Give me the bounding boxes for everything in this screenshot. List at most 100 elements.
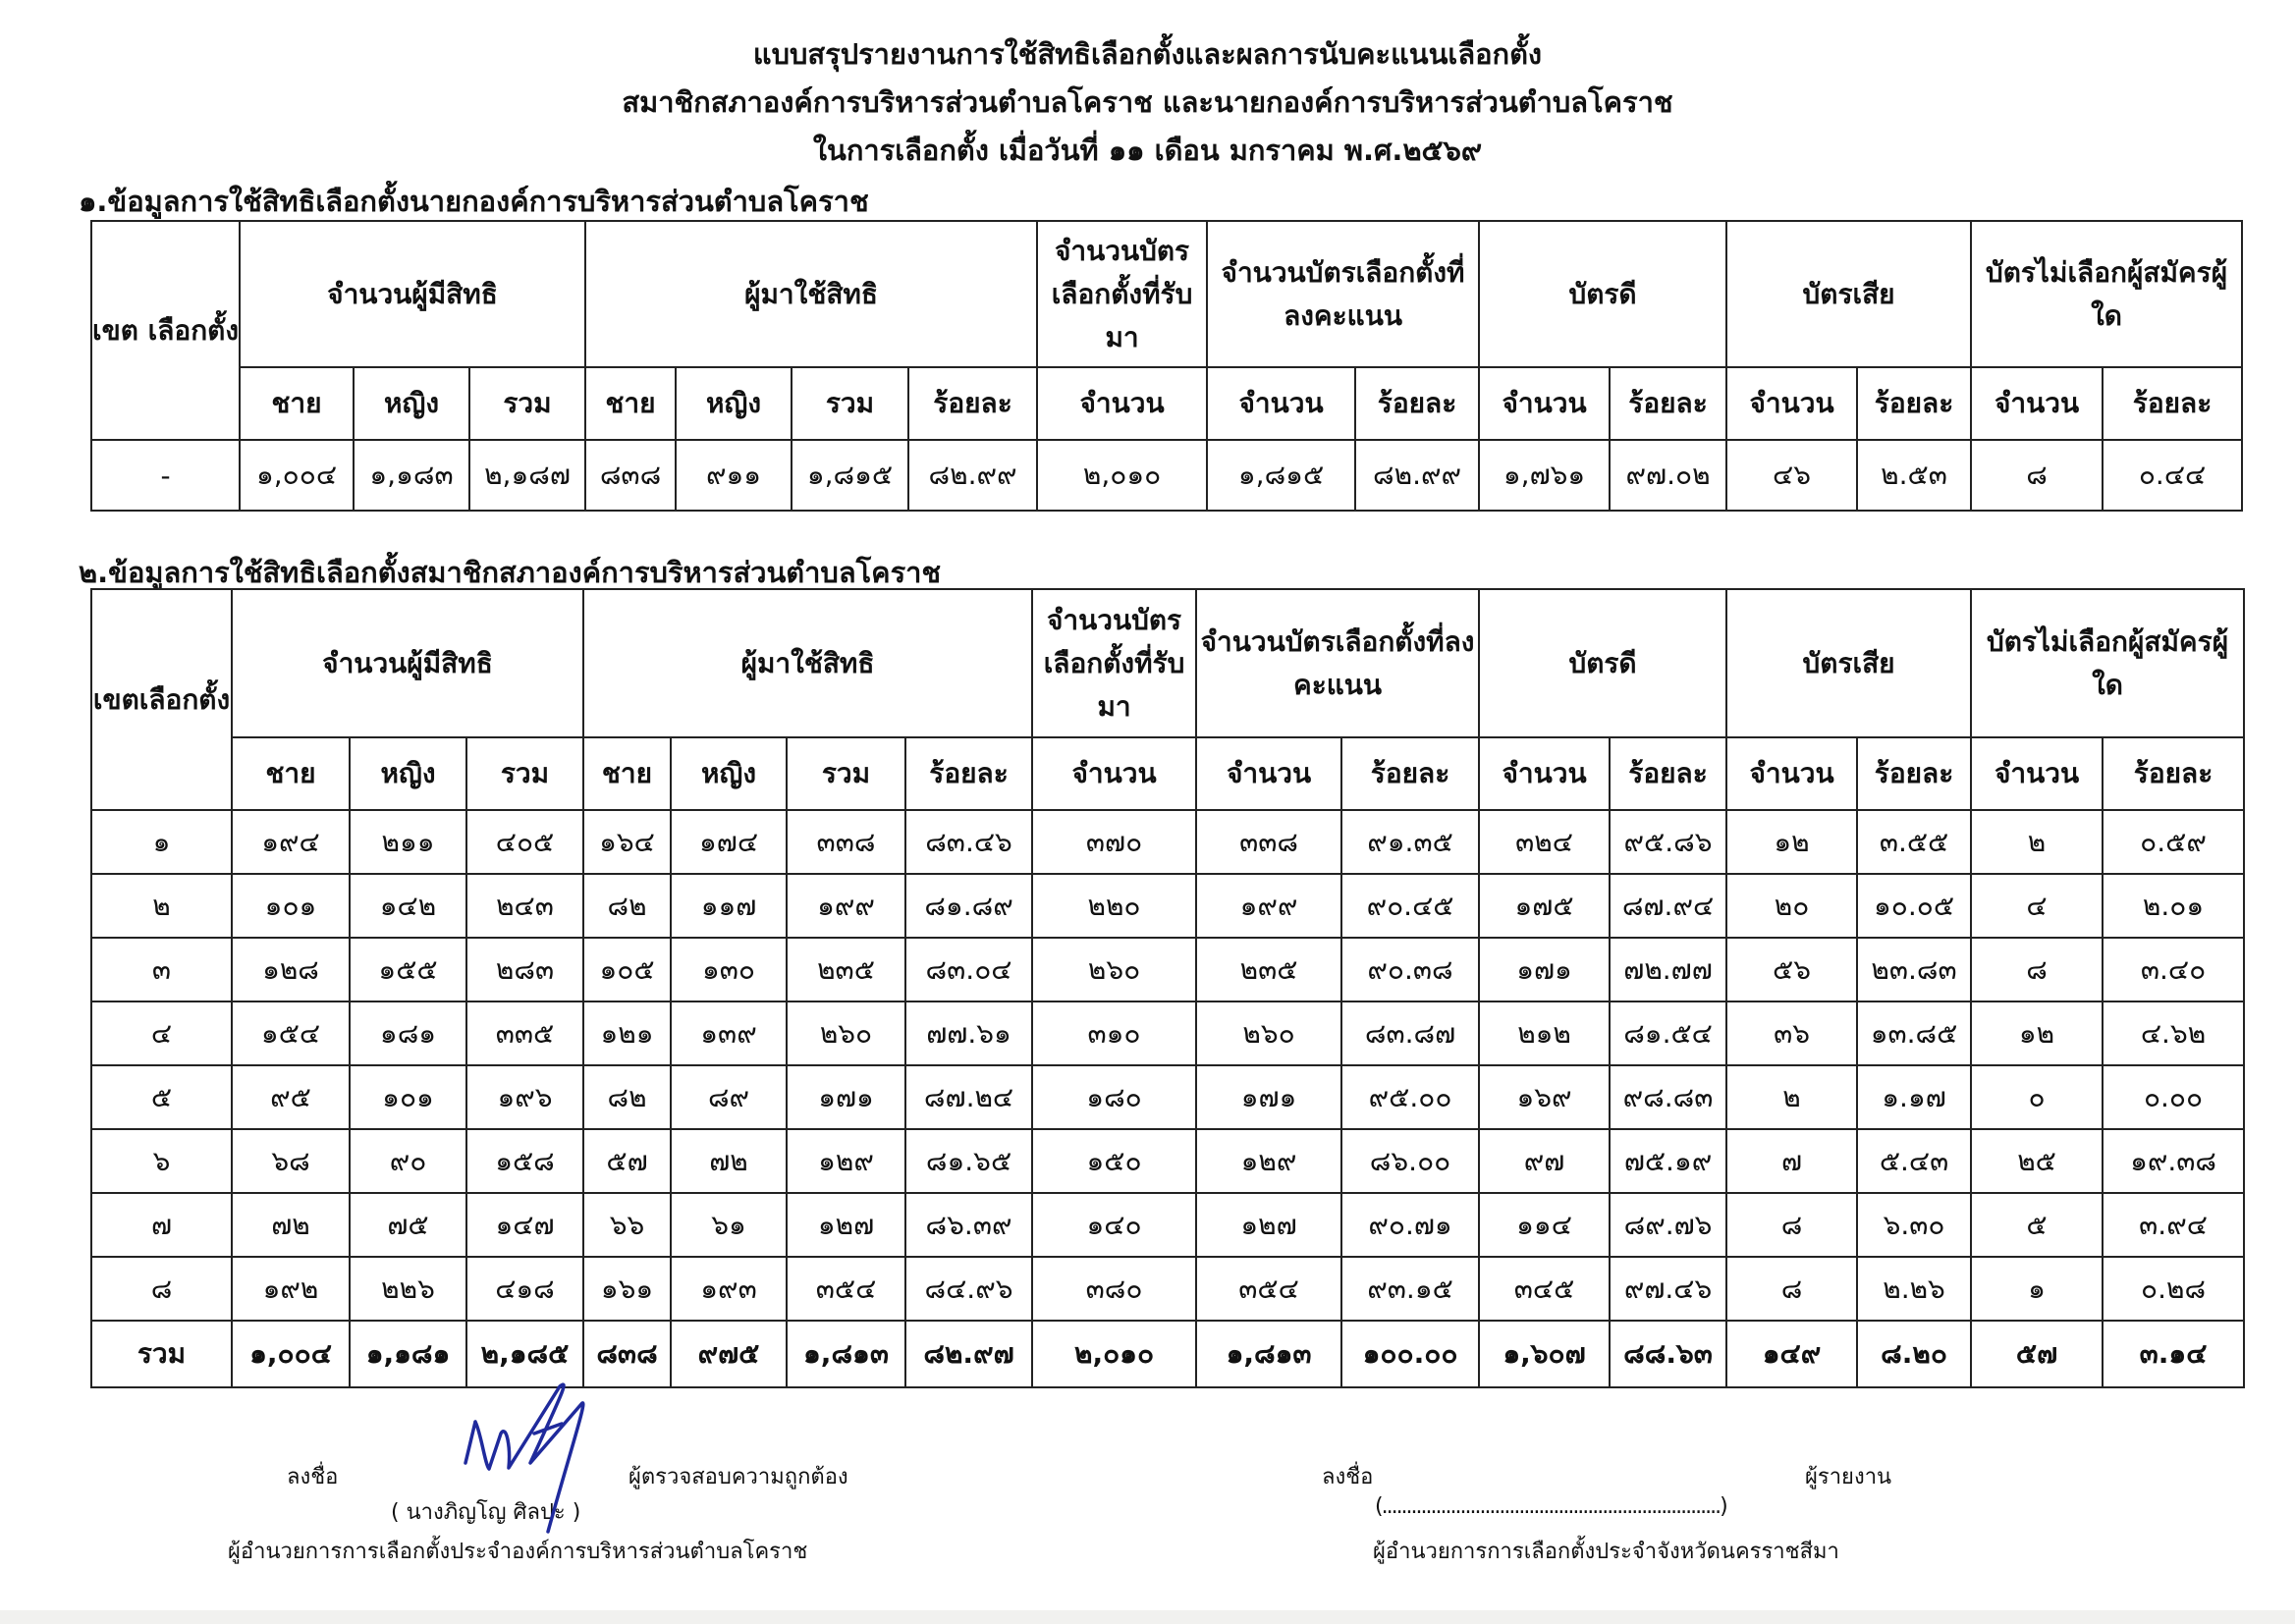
table-cell: ๒.๐๑: [2102, 873, 2246, 939]
column-subheader: จำนวน: [1031, 736, 1198, 811]
column-subheader: ร้อยละ: [1856, 736, 1973, 811]
total-label: รวม: [90, 1320, 233, 1388]
voters-header: ผู้มาใช้สิทธิ: [583, 220, 1039, 368]
table-row: ๖๖๘ ๙๐ ๑๕๘ ๕๗ ๗๒ ๑๒๙ ๘๑.๖๕ ๑๕๐ ๑๒๙ ๘๖.๐๐ ๙๗ ๗๕.๑๙๗๕…: [90, 1128, 2246, 1194]
table-cell: ๒๖๐: [1195, 1001, 1343, 1066]
total-cell: ๑๔๙: [1725, 1320, 1859, 1388]
table-cell: ๓๖: [1725, 1001, 1859, 1066]
table-cell: ๑๙๙: [1195, 873, 1343, 939]
table-cell: ๒๓๕: [1195, 937, 1343, 1002]
total-cell: ๑,๖๐๗: [1478, 1320, 1612, 1388]
table-cell: ๗: [1725, 1128, 1859, 1194]
table-cell: ๓๑๐: [1031, 1001, 1198, 1066]
right-role: ผู้รายงาน: [1805, 1465, 1892, 1489]
table-cell: ๘๒.๙๙: [906, 439, 1039, 512]
table-cell: ๘๒.๙๙: [1354, 439, 1481, 512]
table-row: ๘๑๙๒ ๒๒๖ ๔๑๘ ๑๖๑ ๑๙๓ ๓๕๔ ๘๔.๙๖ ๓๘๐ ๓๕๔ ๙๓.๑๕ ๓๔๕ ๙๗…: [90, 1256, 2246, 1322]
table-cell: ๒: [1725, 1064, 1859, 1130]
table-cell: ๑๗๕: [1478, 873, 1612, 939]
report-title: แบบสรุปรายงานการใช้สิทธิเลือกตั้งและผลกา…: [752, 37, 1543, 71]
table-cell: ๕: [1970, 1192, 2104, 1258]
table-cell: ๐.๐๐: [2102, 1064, 2246, 1130]
total-cell: ๕๗: [1970, 1320, 2104, 1388]
column-subheader: ร้อยละ: [2102, 736, 2246, 811]
table-cell: ๑๓๙: [670, 1001, 788, 1066]
table-cell: ๒๒๐: [1031, 873, 1198, 939]
good-ballots-header: บัตรดี: [1478, 588, 1728, 738]
received-header: จำนวนบัตรเลือกตั้งที่รับมา: [1031, 588, 1198, 738]
column-subheader: ร้อยละ: [1609, 736, 1728, 811]
table-cell: ๘๒: [582, 873, 672, 939]
total-cell: ๑,๘๑๓: [786, 1320, 906, 1388]
table-cell: ๘๓๘: [584, 439, 677, 512]
table-cell: ๘๖.๐๐: [1340, 1128, 1481, 1194]
column-subheader: หญิง: [675, 366, 792, 441]
table-cell: ๑๒: [1725, 809, 1859, 875]
table-cell: ๓.๙๔: [2102, 1192, 2246, 1258]
left-sign-label: ลงชื่อ: [287, 1465, 339, 1489]
table-cell: ๘๓.๔๖: [903, 809, 1034, 875]
left-role: ผู้ตรวจสอบความถูกต้อง: [628, 1465, 848, 1489]
column-subheader: จำนวน: [1036, 366, 1209, 441]
table-cell: ๘: [1725, 1192, 1859, 1258]
district-header: เขต เลือกตั้ง: [90, 220, 241, 441]
column-subheader: ร้อยละ: [1340, 736, 1481, 811]
table-cell: ๖๘: [231, 1128, 351, 1194]
column-subheader: หญิง: [353, 366, 470, 441]
table-cell: ๕๗: [582, 1128, 672, 1194]
table-cell: ๙๐.๔๕: [1340, 873, 1481, 939]
table-cell: ๘๓.๘๗: [1340, 1001, 1481, 1066]
table-cell: ๙๓.๑๕: [1340, 1256, 1481, 1322]
bad-ballots-header: บัตรเสีย: [1725, 588, 1973, 738]
total-cell: ๘๘.๖๓: [1609, 1320, 1728, 1388]
table-cell: ๑๑๔: [1478, 1192, 1612, 1258]
table-cell: ๑๒๙: [786, 1128, 906, 1194]
table-cell: ๑๒๗: [786, 1192, 906, 1258]
table-cell: ๑๖๙: [1478, 1064, 1612, 1130]
table-cell: ๑๙๙: [786, 873, 906, 939]
column-subheader: ชาย: [231, 736, 351, 811]
table-cell: ๘๗.๒๔: [903, 1064, 1034, 1130]
table-cell: ๘๙: [670, 1064, 788, 1130]
district-cell: ๓: [90, 937, 233, 1002]
table-cell: ๑๔๐: [1031, 1192, 1198, 1258]
table-cell: ๒๕: [1970, 1128, 2104, 1194]
table-cell: ๘๒: [582, 1064, 672, 1130]
table-cell: ๐.๒๘: [2102, 1256, 2246, 1322]
table-cell: ๖.๓๐: [1856, 1192, 1973, 1258]
table-cell: ๑๐๑: [231, 873, 351, 939]
column-subheader: จำนวน: [1970, 736, 2104, 811]
eligible-header: จำนวนผู้มีสิทธิ: [231, 588, 584, 738]
total-cell: ๑,๘๑๓: [1195, 1320, 1343, 1388]
left-signer-position: ผู้อำนวยการการเลือกตั้งประจำองค์การบริหา…: [228, 1540, 808, 1564]
report-subtitle: สมาชิกสภาองค์การบริหารส่วนตำบลโคราช และน…: [622, 85, 1673, 119]
eligible-header: จำนวนผู้มีสิทธิ: [239, 220, 586, 368]
table-cell: ๒: [1970, 809, 2104, 875]
table-cell: ๕๖: [1725, 937, 1859, 1002]
table-cell: ๑๙๒: [231, 1256, 351, 1322]
table-cell: ๑,๑๘๓: [353, 439, 470, 512]
right-sign-label: ลงชื่อ: [1322, 1465, 1374, 1489]
table-cell: ๓๓๕: [465, 1001, 584, 1066]
column-subheader: ร้อยละ: [2102, 366, 2244, 441]
table-cell: ๒๔๓: [465, 873, 584, 939]
table-cell: ๑๕๘: [465, 1128, 584, 1194]
table-cell: ๙๗.๐๒: [1609, 439, 1728, 512]
table-cell: ๓.๕๕: [1856, 809, 1973, 875]
table-cell: ๑๒๑: [582, 1001, 672, 1066]
table-cell: ๒๓.๘๓: [1856, 937, 1973, 1002]
table-cell: ๑๙.๓๘: [2102, 1128, 2246, 1194]
left-signer-name: ( นางภิญโญ ศิลปะ ): [391, 1500, 581, 1525]
table-cell: ๐.๕๙: [2102, 809, 2246, 875]
table-cell: ๔: [1970, 873, 2104, 939]
table-cell: ๙๗.๔๖: [1609, 1256, 1728, 1322]
table-cell: ๑๗๑: [1478, 937, 1612, 1002]
column-subheader: จำนวน: [1725, 366, 1859, 441]
table-cell: ๔.๖๒: [2102, 1001, 2246, 1066]
table-cell: ๑๕๐: [1031, 1128, 1198, 1194]
column-subheader: ชาย: [582, 736, 672, 811]
total-cell: ๑,๑๘๑: [349, 1320, 467, 1388]
table-cell: ๙๑๑: [675, 439, 792, 512]
table-cell: ๑.๑๗: [1856, 1064, 1973, 1130]
table-cell: ๗๗.๖๑: [903, 1001, 1034, 1066]
